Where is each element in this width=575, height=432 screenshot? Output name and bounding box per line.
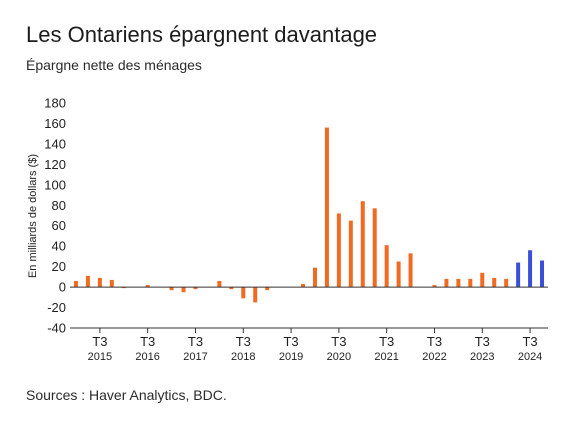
x-tick-quarter-label: T3 [427,334,442,349]
y-tick-label: 120 [44,157,66,172]
bar [540,260,545,288]
bar [384,245,389,288]
bar [73,280,78,288]
bar [396,261,401,288]
x-tick-year-label: 2023 [470,351,494,363]
x-tick-quarter-label: T3 [92,334,107,349]
bar [181,287,186,293]
y-tick-label: 160 [44,116,66,131]
bar [265,287,270,291]
source-note: Sources : Haver Analytics, BDC. [26,387,227,403]
x-tick-quarter-label: T3 [379,334,394,349]
y-axis-ticks: 180 160 140 120 100 80 60 40 20 0 -20 -40 [44,96,66,336]
bar [301,284,306,288]
x-tick-quarter-label: T3 [140,334,155,349]
bar [193,287,198,290]
bar [85,275,90,288]
savings-bar-chart: 180 160 140 120 100 80 60 40 20 0 -20 -40 En millia… [27,96,548,363]
bar [229,287,234,290]
x-tick-quarter-label: T3 [522,334,537,349]
x-axis-ticks: T3 2015 T3 2016 T3 2017 T3 2018 T3 2019 T3 2020 T3 20… [88,328,542,363]
bar [97,277,102,288]
bar [253,287,258,303]
bar [444,278,449,288]
x-tick-year-label: 2020 [327,351,351,363]
x-tick-year-label: 2024 [518,351,542,363]
bar [324,127,329,288]
bar [504,278,509,288]
bar [348,220,353,288]
bar [480,272,485,288]
chart-title: Les Ontariens épargnent davantage [26,22,378,47]
y-tick-label: 20 [52,259,66,274]
bar [241,287,246,299]
bar [372,208,377,288]
y-tick-label: 180 [44,96,66,111]
bar [145,285,150,288]
bar [528,250,533,288]
bar [492,277,497,288]
bar [109,279,114,288]
x-tick-quarter-label: T3 [475,334,490,349]
x-tick-quarter-label: T3 [236,334,251,349]
bar [516,262,521,288]
x-tick-quarter-label: T3 [188,334,203,349]
x-tick-quarter-label: T3 [331,334,346,349]
y-axis-label: En milliards de dollars ($) [27,154,39,278]
y-tick-label: -20 [47,300,66,315]
bar [432,285,437,288]
bar [408,253,413,288]
x-tick-year-label: 2021 [374,351,398,363]
x-tick-year-label: 2022 [422,351,446,363]
bar [360,201,365,288]
bar [336,213,341,288]
bar [121,287,126,289]
x-tick-year-label: 2018 [231,351,255,363]
bar [217,280,222,288]
x-tick-year-label: 2015 [88,351,112,363]
bar [456,278,461,288]
y-tick-label: 0 [59,280,66,295]
y-tick-label: 40 [52,239,66,254]
x-tick-year-label: 2019 [279,351,303,363]
bar [468,278,473,288]
y-tick-label: 100 [44,177,66,192]
y-tick-label: 140 [44,136,66,151]
bars [73,127,545,303]
y-tick-label: 60 [52,218,66,233]
bar [312,267,317,288]
bar [169,287,174,291]
x-tick-year-label: 2017 [183,351,207,363]
x-tick-year-label: 2016 [135,351,159,363]
y-tick-label: -40 [47,321,66,336]
chart-subtitle: Épargne nette des ménages [26,57,202,73]
y-tick-label: 80 [52,198,66,213]
x-tick-quarter-label: T3 [283,334,298,349]
